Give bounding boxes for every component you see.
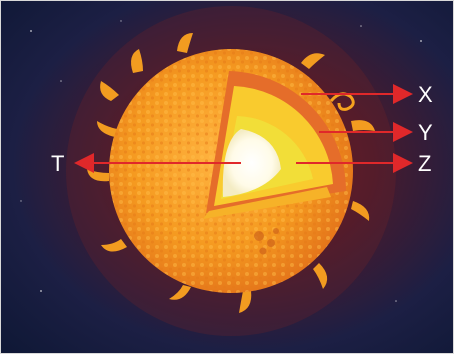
core-region [222, 129, 281, 197]
label-x: X [418, 82, 433, 107]
label-t: T [51, 151, 64, 176]
stars [20, 20, 422, 302]
solar-prominences [87, 33, 375, 313]
cut-face [203, 187, 331, 219]
label-y: Y [418, 120, 433, 145]
sun-cutaway [203, 71, 347, 219]
label-z: Z [418, 151, 431, 176]
sunspots [254, 228, 279, 255]
